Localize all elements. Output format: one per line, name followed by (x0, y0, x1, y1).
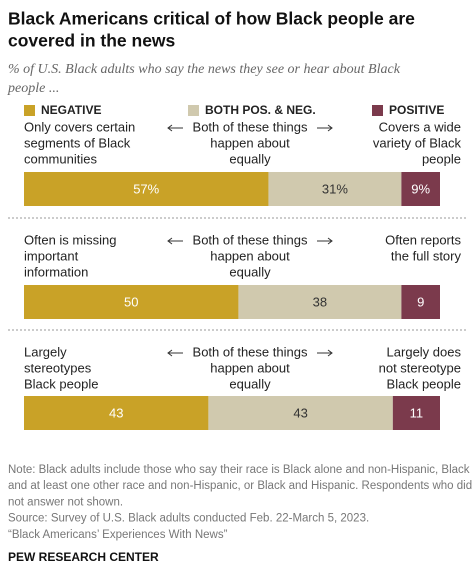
left-label: information (24, 264, 88, 279)
middle-label: Both of these things (193, 232, 308, 247)
middle-label: Both of these things (193, 344, 308, 359)
left-label: Only covers certain (24, 119, 135, 134)
note: and at least one other race and non-Hisp… (8, 480, 472, 492)
arrow (167, 349, 183, 357)
bar-segment (268, 172, 402, 206)
note: not answer not shown. (8, 496, 123, 508)
footer: PEW RESEARCH CENTER (8, 550, 159, 564)
right-label: variety of Black (373, 135, 462, 150)
left-label: segments of Black (24, 135, 131, 150)
left-label: important (24, 248, 79, 263)
chart-title: Black Americans critical of how Black pe… (8, 9, 415, 29)
bar-segment (392, 396, 440, 430)
value-label: 9 (417, 294, 424, 309)
separators (8, 217, 466, 331)
left-label: Largely (24, 344, 67, 359)
bar-segment (24, 285, 239, 319)
middle-label: happen about (210, 135, 290, 150)
value-label: 38 (313, 294, 327, 309)
bar-segment (208, 396, 393, 430)
right-label: people (422, 151, 461, 166)
middle-label: happen about (210, 248, 290, 263)
middle-label: happen about (210, 360, 290, 375)
bar-segment (238, 285, 402, 319)
note: “Black Americans’ Experiences With News” (8, 529, 228, 541)
middle-label: equally (229, 264, 271, 279)
middle-label: equally (229, 376, 271, 391)
chart-title: covered in the news (8, 31, 176, 51)
arrow (317, 124, 333, 132)
legend-label: NEGATIVE (41, 103, 101, 117)
value-label: 31% (322, 181, 348, 196)
value-label: 43 (293, 405, 307, 420)
left-label: Often is missing (24, 232, 116, 247)
right-label: the full story (391, 248, 462, 263)
legend-label: POSITIVE (389, 103, 444, 117)
value-label: 9% (411, 181, 430, 196)
legend-swatch (188, 105, 199, 116)
legend-swatch (372, 105, 383, 116)
arrow (167, 237, 183, 245)
right-label: Largely does (387, 344, 462, 359)
arrow (167, 124, 183, 132)
value-label: 57% (133, 181, 159, 196)
note: Note: Black adults include those who say… (8, 464, 470, 476)
right-label: Often reports (385, 232, 461, 247)
legend-swatch (24, 105, 35, 116)
arrow (317, 237, 333, 245)
right-label: Covers a wide (379, 119, 461, 134)
right-label: not stereotype (379, 360, 461, 375)
subtitle: % of U.S. Black adults who say the news … (8, 62, 401, 77)
legend-label: BOTH POS. & NEG. (205, 103, 316, 117)
left-label: stereotypes (24, 360, 92, 375)
value-label: 11 (410, 405, 424, 420)
note: Source: Survey of U.S. Black adults cond… (8, 513, 369, 525)
bar-segment (401, 285, 440, 319)
value-label: 43 (109, 405, 123, 420)
middle-label: Both of these things (193, 119, 308, 134)
value-label: 50 (124, 294, 138, 309)
left-label: Black people (24, 376, 98, 391)
middle-label: equally (229, 151, 271, 166)
subtitle: people ... (7, 81, 59, 96)
bar-segment (401, 172, 440, 206)
left-label: communities (24, 151, 97, 166)
right-label: Black people (387, 376, 461, 391)
bar-segment (24, 396, 209, 430)
arrow (317, 349, 333, 357)
bar-segment (24, 172, 269, 206)
